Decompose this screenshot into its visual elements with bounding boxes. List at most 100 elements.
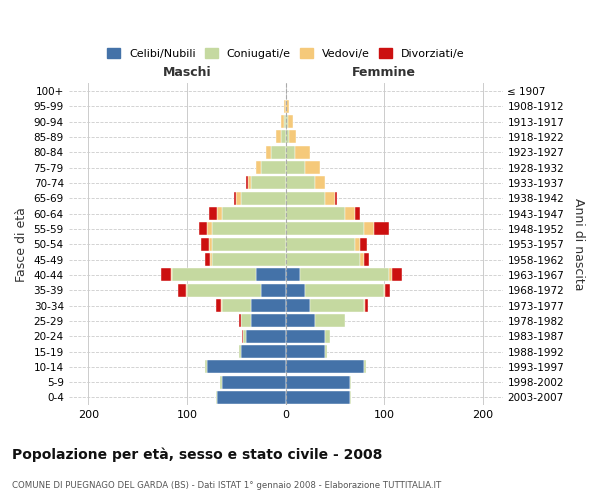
Bar bbox=[364, 299, 365, 312]
Bar bbox=[248, 176, 251, 190]
Bar bbox=[220, 376, 221, 388]
Bar bbox=[281, 130, 286, 143]
Bar bbox=[305, 284, 384, 296]
Bar bbox=[186, 284, 187, 296]
Bar bbox=[246, 176, 248, 190]
Bar bbox=[355, 238, 359, 251]
Bar bbox=[242, 330, 243, 342]
Bar bbox=[305, 161, 320, 174]
Bar bbox=[172, 268, 256, 281]
Bar bbox=[389, 268, 392, 281]
Bar bbox=[286, 100, 289, 113]
Bar bbox=[221, 207, 286, 220]
Bar bbox=[251, 176, 286, 190]
Bar bbox=[271, 146, 286, 159]
Text: Popolazione per età, sesso e stato civile - 2008: Popolazione per età, sesso e stato civil… bbox=[12, 448, 382, 462]
Text: Femmine: Femmine bbox=[352, 66, 416, 78]
Bar bbox=[286, 268, 301, 281]
Bar bbox=[209, 238, 212, 251]
Bar bbox=[286, 130, 289, 143]
Bar bbox=[286, 176, 315, 190]
Bar bbox=[286, 253, 359, 266]
Bar bbox=[392, 268, 402, 281]
Bar bbox=[241, 192, 286, 205]
Y-axis label: Fasce di età: Fasce di età bbox=[15, 207, 28, 282]
Bar bbox=[325, 330, 330, 342]
Bar bbox=[315, 314, 345, 328]
Bar bbox=[217, 391, 286, 404]
Bar bbox=[215, 299, 221, 312]
Bar bbox=[276, 130, 281, 143]
Bar bbox=[286, 330, 325, 342]
Bar bbox=[241, 345, 286, 358]
Bar bbox=[335, 192, 337, 205]
Bar bbox=[287, 115, 293, 128]
Bar bbox=[284, 100, 286, 113]
Text: COMUNE DI PUEGNAGO DEL GARDA (BS) - Dati ISTAT 1° gennaio 2008 - Elaborazione TU: COMUNE DI PUEGNAGO DEL GARDA (BS) - Dati… bbox=[12, 481, 441, 490]
Bar bbox=[236, 192, 241, 205]
Bar bbox=[171, 268, 172, 281]
Bar bbox=[243, 330, 246, 342]
Text: Maschi: Maschi bbox=[163, 66, 211, 78]
Bar bbox=[246, 330, 286, 342]
Bar bbox=[251, 314, 286, 328]
Bar bbox=[286, 391, 350, 404]
Bar bbox=[256, 161, 261, 174]
Bar bbox=[199, 222, 207, 235]
Bar bbox=[286, 161, 305, 174]
Bar bbox=[301, 268, 389, 281]
Bar bbox=[286, 345, 325, 358]
Bar bbox=[286, 192, 325, 205]
Bar bbox=[212, 253, 286, 266]
Bar bbox=[161, 268, 171, 281]
Bar bbox=[207, 222, 212, 235]
Bar bbox=[295, 146, 310, 159]
Bar bbox=[286, 376, 350, 388]
Bar bbox=[359, 253, 364, 266]
Bar bbox=[365, 299, 368, 312]
Bar bbox=[284, 115, 286, 128]
Bar bbox=[212, 222, 286, 235]
Bar bbox=[286, 146, 295, 159]
Bar bbox=[374, 222, 389, 235]
Bar bbox=[212, 238, 286, 251]
Bar bbox=[286, 115, 287, 128]
Bar bbox=[221, 299, 251, 312]
Bar bbox=[235, 192, 236, 205]
Bar bbox=[286, 284, 305, 296]
Bar bbox=[364, 253, 370, 266]
Bar bbox=[310, 299, 364, 312]
Bar bbox=[345, 207, 355, 220]
Bar bbox=[289, 130, 296, 143]
Bar bbox=[364, 360, 367, 374]
Legend: Celibi/Nubili, Coniugati/e, Vedovi/e, Divorziati/e: Celibi/Nubili, Coniugati/e, Vedovi/e, Di… bbox=[103, 44, 469, 64]
Bar bbox=[261, 284, 286, 296]
Bar bbox=[286, 238, 355, 251]
Bar bbox=[209, 207, 217, 220]
Bar bbox=[207, 360, 286, 374]
Bar bbox=[239, 345, 241, 358]
Bar bbox=[239, 314, 241, 328]
Bar bbox=[209, 253, 212, 266]
Bar bbox=[384, 284, 385, 296]
Bar bbox=[205, 253, 209, 266]
Bar bbox=[286, 360, 364, 374]
Bar bbox=[355, 207, 359, 220]
Bar bbox=[205, 360, 207, 374]
Bar bbox=[286, 314, 315, 328]
Bar bbox=[325, 192, 335, 205]
Bar bbox=[241, 314, 251, 328]
Bar bbox=[221, 376, 286, 388]
Bar bbox=[217, 207, 221, 220]
Bar bbox=[286, 299, 310, 312]
Bar bbox=[325, 345, 327, 358]
Bar bbox=[178, 284, 186, 296]
Bar bbox=[201, 238, 209, 251]
Bar bbox=[286, 207, 345, 220]
Y-axis label: Anni di nascita: Anni di nascita bbox=[572, 198, 585, 290]
Bar bbox=[281, 115, 284, 128]
Bar bbox=[286, 222, 364, 235]
Bar bbox=[315, 176, 325, 190]
Bar bbox=[256, 268, 286, 281]
Bar bbox=[187, 284, 261, 296]
